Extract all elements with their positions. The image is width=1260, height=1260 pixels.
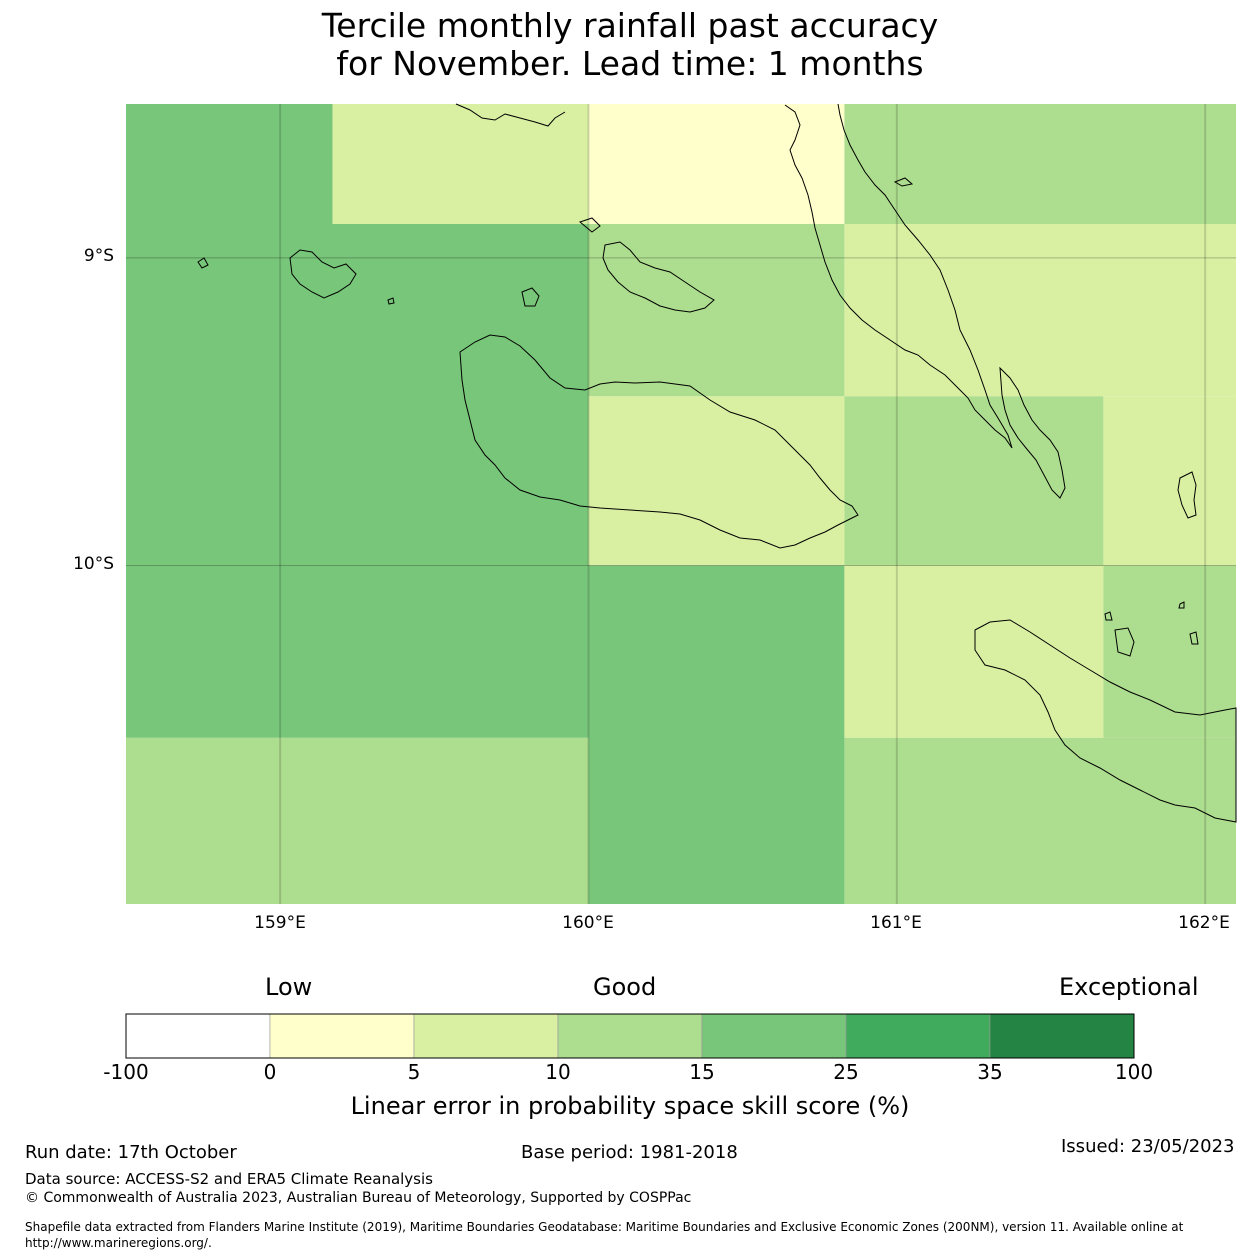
coastline-savo — [521, 287, 540, 307]
colorbar-tick-label: 0 — [263, 1060, 277, 1084]
chart-title-line2: for November. Lead time: 1 months — [336, 44, 924, 83]
coastline-makira — [974, 619, 1237, 823]
colorbar-segment-6 — [989, 1013, 1135, 1059]
grid-cell-2 — [588, 104, 845, 224]
lat-label-10s: 10°S — [73, 554, 114, 574]
coastline-islet-e — [1189, 631, 1199, 645]
colorbar-label-low: Low — [265, 973, 313, 1001]
grid-cell-12 — [844, 565, 1104, 738]
skill-grid — [126, 104, 1236, 904]
colorbar-outline — [125, 1013, 1135, 1059]
grid-cell-1 — [332, 104, 589, 224]
shapefile-credit-line1: Shapefile data extracted from Flanders M… — [25, 1220, 1184, 1234]
grid-cell-15 — [844, 737, 1236, 904]
data-source: Data source: ACCESS-S2 and ERA5 Climate … — [25, 1170, 433, 1188]
coastline-islet-d — [1178, 601, 1185, 609]
grid-cell-14 — [126, 737, 589, 904]
lon-label-160e: 160°E — [562, 913, 614, 933]
run-date: Run date: 17th October — [25, 1142, 237, 1163]
colorbar-segment-3 — [557, 1013, 703, 1059]
coastline-ulawa — [1177, 471, 1197, 519]
base-period: Base period: 1981-2018 — [521, 1142, 738, 1163]
colorbar-segment-0 — [125, 1013, 271, 1059]
coastline-guadalcanal — [459, 334, 859, 549]
grid-cell-0 — [126, 104, 333, 224]
coastline-florida-islands — [602, 241, 715, 313]
colorbar-tick-label: 15 — [689, 1060, 715, 1084]
colorbar-segment-2 — [413, 1013, 559, 1059]
coastline-islet-c — [1104, 611, 1113, 621]
colorbar-label-exceptional: Exceptional — [1059, 973, 1199, 1001]
colorbar-segment-5 — [845, 1013, 991, 1059]
grid-cell-3 — [844, 104, 1236, 224]
colorbar-label-good: Good — [593, 973, 657, 1001]
shapefile-credit-line2: http://www.marineregions.org/. — [25, 1236, 212, 1250]
colorbar-tick-label: 35 — [977, 1060, 1003, 1084]
grid-cell-8 — [844, 396, 1104, 566]
grid-cell-6 — [844, 224, 1236, 397]
graticule — [126, 104, 1236, 904]
lat-label-9s: 9°S — [83, 246, 114, 266]
coastline-ugi — [1114, 627, 1135, 657]
colorbar-tick-label: -100 — [103, 1060, 149, 1084]
colorbar — [125, 1013, 1135, 1059]
coastline-fragment-mid — [578, 217, 601, 233]
grid-cell-11 — [588, 565, 845, 904]
colorbar-segment-4 — [701, 1013, 847, 1059]
chart-title-line1: Tercile monthly rainfall past accuracy — [321, 6, 939, 45]
colorbar-title: Linear error in probability space skill … — [350, 1092, 910, 1120]
coastlines — [197, 103, 1237, 823]
copyright: © Commonwealth of Australia 2023, Austra… — [25, 1190, 692, 1206]
coastline-russell-islands — [289, 249, 357, 299]
coastline-santa-isabel — [455, 103, 566, 127]
colorbar-tick-label: 10 — [545, 1060, 571, 1084]
colorbar-tick-label: 100 — [1114, 1060, 1154, 1084]
coastline-islet-b — [387, 297, 395, 305]
lon-label-162e: 162°E — [1178, 913, 1230, 933]
lon-label-161e: 161°E — [870, 913, 922, 933]
grid-cell-9 — [1103, 396, 1236, 566]
coastline-islet-a — [197, 257, 209, 269]
grid-cell-7 — [588, 396, 845, 566]
grid-cell-10 — [126, 565, 589, 738]
colorbar-segment-1 — [269, 1013, 415, 1059]
grid-cell-4 — [126, 224, 589, 566]
grid-cell-5 — [588, 224, 845, 397]
colorbar-tick-label: 5 — [407, 1060, 421, 1084]
coastline-fragment-north — [893, 177, 914, 187]
coastline-maramasike — [999, 366, 1066, 499]
lon-label-159e: 159°E — [254, 913, 306, 933]
coastline-malaita — [784, 103, 1013, 449]
colorbar-tick-label: 25 — [833, 1060, 859, 1084]
issued-date: Issued: 23/05/2023 — [1061, 1136, 1235, 1157]
